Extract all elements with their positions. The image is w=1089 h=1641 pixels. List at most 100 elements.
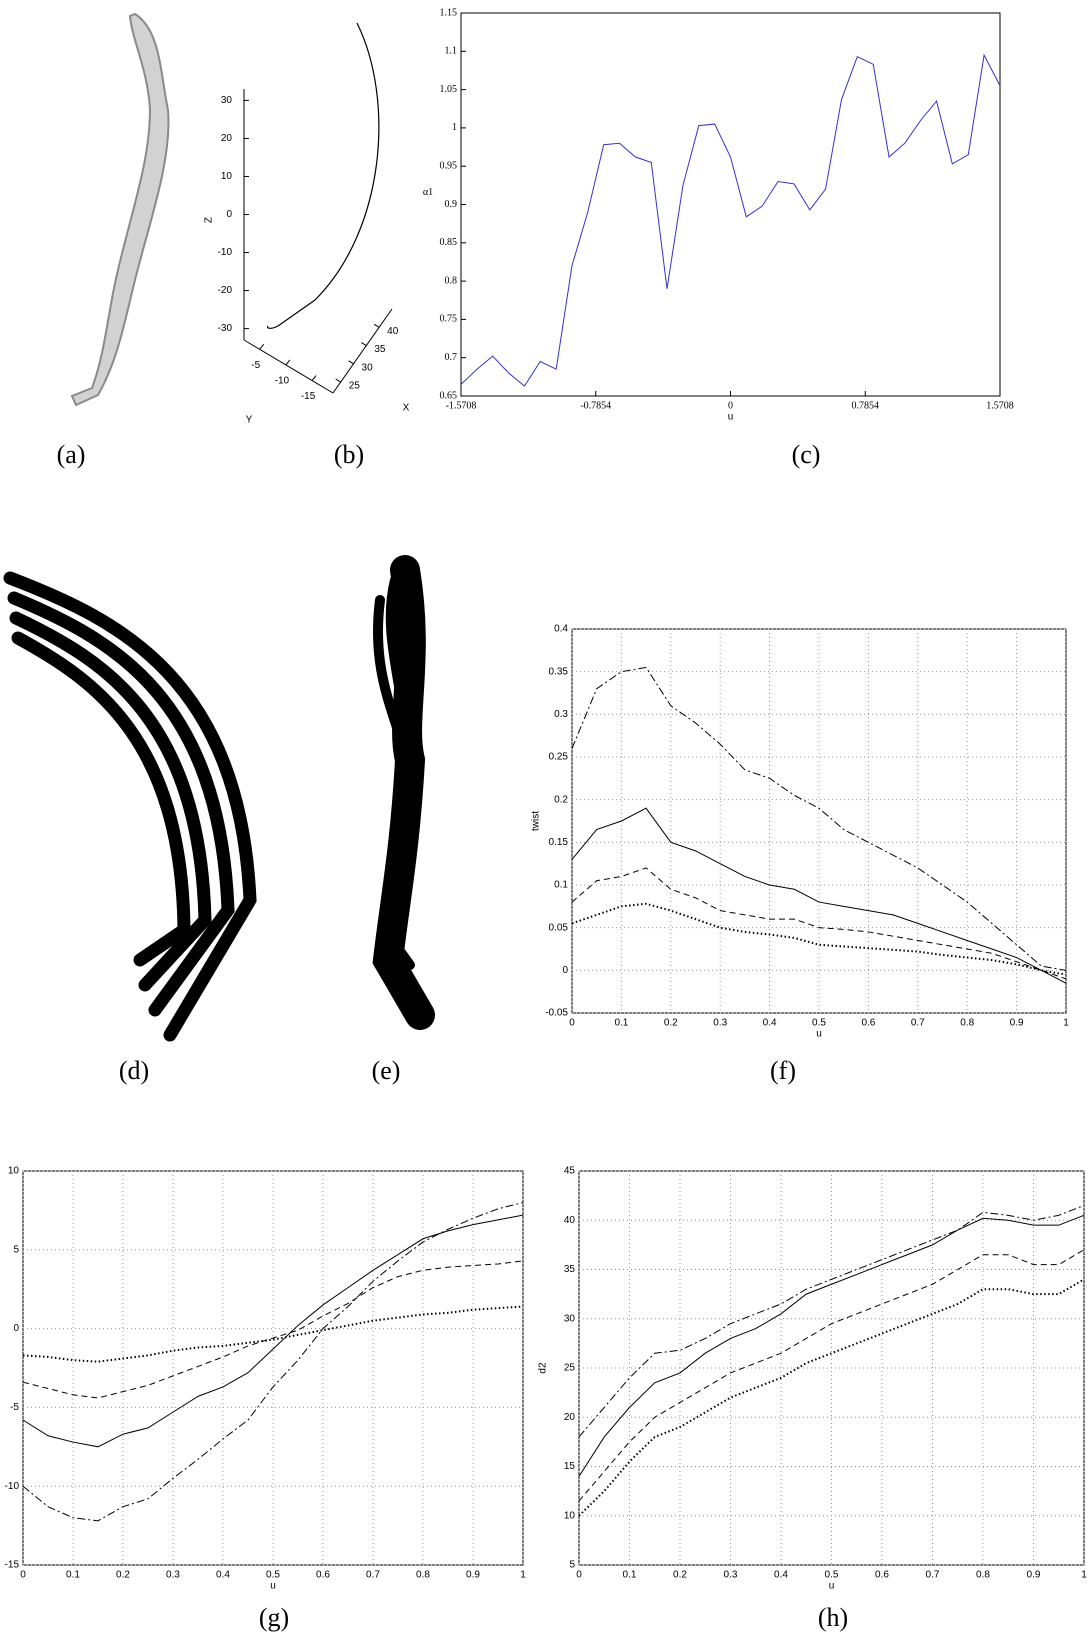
y-tick-label: 0.05 bbox=[549, 922, 569, 933]
x-tick-label: 0.3 bbox=[166, 1570, 180, 1581]
x-tick-label: 0.8 bbox=[416, 1570, 430, 1581]
x-tick-label: 0.7 bbox=[926, 1570, 940, 1581]
y-tick bbox=[311, 375, 317, 381]
x-tick-label: 0 bbox=[728, 400, 733, 411]
y-tick-label: -5 bbox=[251, 360, 260, 371]
x-tick-label: 0.4 bbox=[216, 1570, 230, 1581]
z-tick-label: -10 bbox=[218, 247, 233, 258]
data-line bbox=[578, 1249, 1085, 1502]
x-tick-label: 0.5 bbox=[825, 1570, 839, 1581]
y-tick-label: 25 bbox=[564, 1363, 576, 1374]
data-line bbox=[22, 1305, 524, 1363]
z-tick-label: 30 bbox=[221, 95, 233, 106]
x-tick-label: 0.3 bbox=[724, 1570, 738, 1581]
y-tick-label: 5 bbox=[13, 1244, 19, 1255]
data-line bbox=[22, 1202, 524, 1522]
y-tick-label: 0.1 bbox=[554, 880, 568, 891]
y-tick-label: 1.05 bbox=[440, 84, 458, 95]
x-tick-label: 0.4 bbox=[763, 1018, 777, 1029]
x-tick-label: 1 bbox=[1081, 1570, 1087, 1581]
x-tick-label: 0.6 bbox=[316, 1570, 330, 1581]
y-tick-label: 10 bbox=[564, 1510, 576, 1521]
caption: (g) bbox=[259, 1603, 289, 1632]
y-tick-label: 0 bbox=[562, 965, 568, 976]
x-tick-label: 0.9 bbox=[1027, 1570, 1041, 1581]
x-axis-label: u bbox=[816, 1029, 822, 1040]
x-tick-label: 0.7 bbox=[366, 1570, 380, 1581]
x-tick-label: 0.5 bbox=[266, 1570, 280, 1581]
y-tick-label: 0.35 bbox=[549, 666, 569, 677]
y-tick-label: 0.9 bbox=[445, 199, 458, 210]
x-tick-label: 0.6 bbox=[875, 1570, 889, 1581]
z-tick-label: -20 bbox=[218, 285, 233, 296]
x-tick-label: -1.5708 bbox=[446, 400, 477, 411]
y-tick-label: 0.8 bbox=[445, 275, 458, 286]
y-tick-label: 20 bbox=[564, 1412, 576, 1423]
data-line bbox=[460, 53, 1001, 387]
x-tick-label: 0.7 bbox=[911, 1018, 925, 1029]
strands-image bbox=[3, 571, 257, 1042]
y-tick-label: 0.3 bbox=[554, 709, 568, 720]
y-tick-label: -5 bbox=[10, 1402, 19, 1413]
x-tick-label: 0.9 bbox=[466, 1570, 480, 1581]
y-tick bbox=[285, 359, 291, 366]
z-tick-label: 0 bbox=[226, 209, 232, 220]
z-tick-label: 10 bbox=[221, 171, 233, 182]
y-tick-label: 40 bbox=[564, 1215, 576, 1226]
x-tick-label: 40 bbox=[387, 326, 399, 337]
x-tick bbox=[348, 360, 354, 365]
x-tick bbox=[361, 342, 367, 346]
y-tick-label: 0.7 bbox=[445, 352, 458, 363]
data-line bbox=[22, 1260, 524, 1399]
y-axis bbox=[243, 339, 334, 394]
x-tick bbox=[373, 323, 380, 328]
data-line bbox=[578, 1278, 1085, 1517]
y-tick-label: 1.1 bbox=[445, 46, 458, 57]
x-tick-label: 0.8 bbox=[976, 1570, 990, 1581]
data-line bbox=[571, 902, 1067, 976]
x-tick-label: 0.2 bbox=[673, 1570, 687, 1581]
x-tick-label: 1 bbox=[520, 1570, 526, 1581]
y-tick-label: 1.15 bbox=[440, 7, 458, 18]
x-tick-label: 0 bbox=[569, 1018, 575, 1029]
data-line bbox=[571, 867, 1067, 980]
x-tick-label: 1.5708 bbox=[986, 400, 1014, 411]
y-tick-label: 0.85 bbox=[440, 237, 458, 248]
y-axis-label: d2 bbox=[538, 1362, 549, 1374]
caption: (f) bbox=[770, 1056, 796, 1085]
y-tick-label: 35 bbox=[564, 1264, 576, 1275]
x-tick-label: 0 bbox=[576, 1570, 582, 1581]
data-line bbox=[578, 1205, 1085, 1438]
tube-image bbox=[70, 12, 170, 407]
y-tick-label: 5 bbox=[569, 1560, 575, 1571]
x-tick-label: 1 bbox=[1063, 1018, 1069, 1029]
y-tick-label: 0.15 bbox=[549, 837, 569, 848]
y-axis-label: α1 bbox=[423, 187, 433, 198]
plot-frame bbox=[460, 12, 1001, 397]
x-tick bbox=[335, 378, 341, 383]
x-tick-label: 35 bbox=[374, 344, 386, 355]
y-tick-label: 0 bbox=[13, 1323, 19, 1334]
y-tick-label: -0.05 bbox=[545, 1008, 568, 1019]
x-tick-label: 0.8 bbox=[960, 1018, 974, 1029]
data-line bbox=[578, 1214, 1085, 1477]
x-tick-label: 0.7854 bbox=[852, 400, 880, 411]
caption: (c) bbox=[792, 440, 821, 469]
x-axis bbox=[332, 308, 393, 394]
x-tick-label: -0.7854 bbox=[580, 400, 611, 411]
curve-3d bbox=[266, 22, 380, 329]
y-axis-label: Y bbox=[246, 415, 253, 426]
caption: (h) bbox=[818, 1603, 848, 1632]
y-tick-label: 30 bbox=[564, 1313, 576, 1324]
y-tick-label: 45 bbox=[564, 1166, 576, 1177]
x-axis-label: X bbox=[403, 403, 410, 414]
y-tick-label: -10 bbox=[275, 376, 290, 387]
y-tick bbox=[259, 344, 265, 350]
x-axis-label: u bbox=[829, 1581, 835, 1592]
y-tick-label: -15 bbox=[301, 391, 316, 402]
y-tick-label: 0.2 bbox=[554, 794, 568, 805]
z-tick-label: 20 bbox=[221, 133, 233, 144]
y-tick-label: 10 bbox=[8, 1166, 20, 1177]
y-tick-label: 0.4 bbox=[554, 624, 568, 635]
x-tick-label: 0.5 bbox=[812, 1018, 826, 1029]
